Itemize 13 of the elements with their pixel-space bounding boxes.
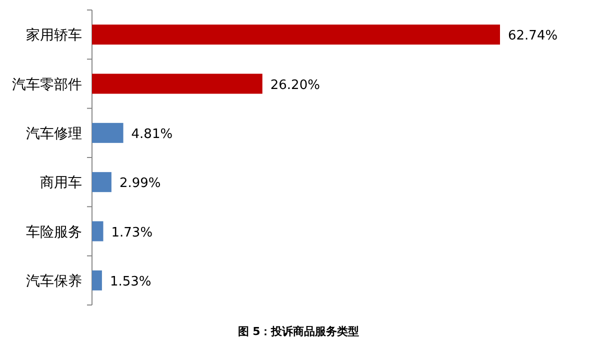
data-label: 1.53%: [110, 274, 152, 290]
y-tick-label: 家用轿车: [26, 28, 82, 44]
data-label: 26.20%: [270, 78, 320, 93]
y-tick-label: 车险服务: [26, 224, 82, 240]
y-tick-label: 汽车保养: [26, 273, 82, 290]
data-label: 62.74%: [508, 28, 558, 44]
text: 图 5：投诉商品服务类型: [238, 325, 360, 338]
data-label: 1.73%: [111, 225, 153, 240]
data-label: 2.99%: [119, 176, 161, 192]
y-tick-label: 商用车: [40, 175, 82, 192]
y-tick-label: 汽车修理: [26, 126, 82, 142]
data-label: 4.81%: [131, 126, 173, 142]
y-tick-label: 汽车零部件: [12, 76, 82, 93]
